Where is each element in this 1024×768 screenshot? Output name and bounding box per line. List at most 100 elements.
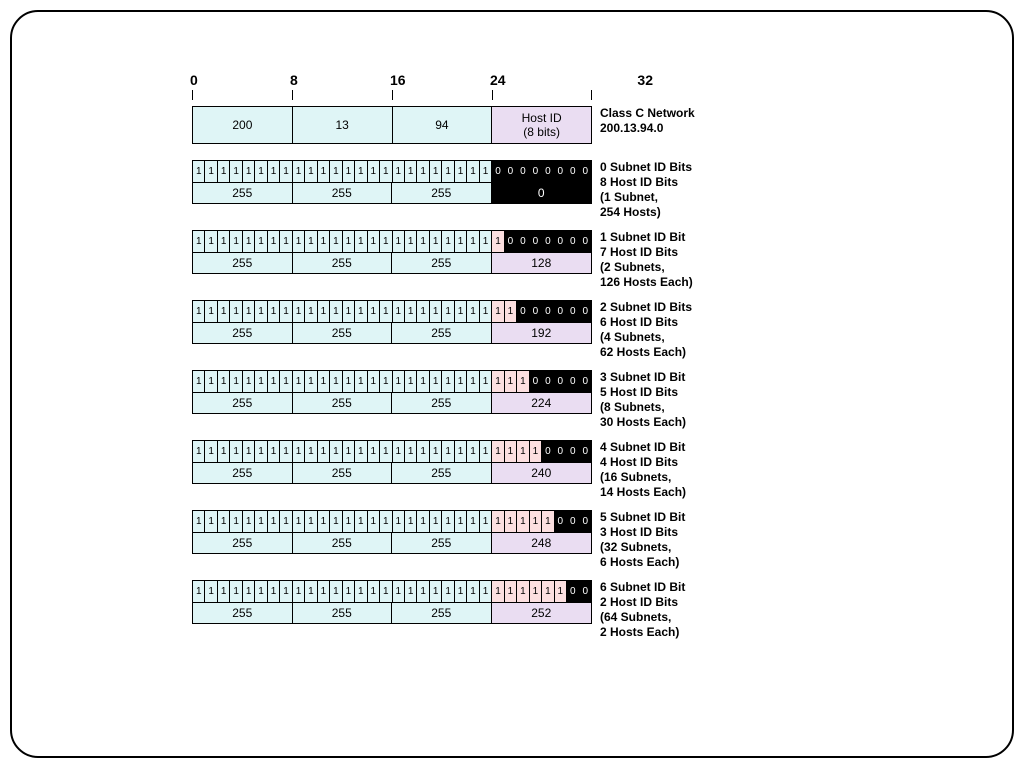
octet-value: 192 xyxy=(492,323,592,343)
mask-label: 0 Subnet ID Bits8 Host ID Bits(1 Subnet,… xyxy=(600,160,880,220)
bit-cell: 1 xyxy=(218,581,230,602)
mask-bits-box: 1111111111111111111111111100000025525525… xyxy=(192,300,592,344)
bit-cell: 1 xyxy=(255,581,267,602)
bits-row: 11111111111111111111111111110000 xyxy=(193,441,591,462)
header-label-line: 200.13.94.0 xyxy=(600,121,880,136)
bit-cell: 0 xyxy=(567,301,579,322)
scale-tick-mark xyxy=(192,90,193,100)
bit-cell: 1 xyxy=(430,581,442,602)
mask-label-line: 6 Host ID Bits xyxy=(600,315,880,330)
bit-cell: 1 xyxy=(405,161,417,182)
bit-cell: 1 xyxy=(255,511,267,532)
bit-cell: 1 xyxy=(368,441,380,462)
bit-cell: 1 xyxy=(417,511,429,532)
mask-label: 3 Subnet ID Bit5 Host ID Bits(8 Subnets,… xyxy=(600,370,880,430)
bits-row: 11111111111111111111111111100000 xyxy=(193,371,591,392)
scale-tick-mark xyxy=(292,90,293,100)
bit-cell: 1 xyxy=(455,581,467,602)
mask-label-line: 5 Host ID Bits xyxy=(600,385,880,400)
octet-value: 255 xyxy=(293,393,393,413)
bit-cell: 1 xyxy=(430,511,442,532)
bit-cell: 1 xyxy=(280,301,292,322)
bit-cell: 1 xyxy=(467,161,479,182)
mask-label-line: 2 Hosts Each) xyxy=(600,625,880,640)
bit-cell: 1 xyxy=(318,301,330,322)
mask-label-line: 62 Hosts Each) xyxy=(600,345,880,360)
bit-cell: 1 xyxy=(293,441,305,462)
bit-cell: 1 xyxy=(492,301,504,322)
mask-label-line: 126 Hosts Each) xyxy=(600,275,880,290)
octet-value: 255 xyxy=(293,463,393,483)
bit-cell: 1 xyxy=(455,231,467,252)
bit-scale: 08162432 xyxy=(192,72,592,100)
bit-cell: 1 xyxy=(430,371,442,392)
bit-cell: 1 xyxy=(330,511,342,532)
mask-bits-box: 1111111111111111111111111111110025525525… xyxy=(192,580,592,624)
scale-tick-mark xyxy=(591,90,592,100)
bit-cell: 1 xyxy=(380,231,392,252)
bit-cell: 1 xyxy=(380,301,392,322)
mask-label: 1 Subnet ID Bit7 Host ID Bits(2 Subnets,… xyxy=(600,230,880,290)
bit-cell: 1 xyxy=(305,301,317,322)
mask-label-line: (4 Subnets, xyxy=(600,330,880,345)
bit-cell: 1 xyxy=(243,231,255,252)
bit-cell: 0 xyxy=(505,161,517,182)
octets-row: 255255255192 xyxy=(193,322,591,343)
scale-tick-mark xyxy=(492,90,493,100)
bit-cell: 1 xyxy=(343,441,355,462)
mask-row: 1111111111111111111111111111110025525525… xyxy=(192,580,912,638)
bit-cell: 1 xyxy=(343,511,355,532)
bit-cell: 1 xyxy=(305,161,317,182)
bit-cell: 0 xyxy=(567,581,579,602)
octet-value: 255 xyxy=(193,603,293,623)
bit-cell: 0 xyxy=(517,231,529,252)
bit-cell: 1 xyxy=(205,441,217,462)
bit-cell: 1 xyxy=(368,371,380,392)
bit-cell: 1 xyxy=(480,371,492,392)
mask-label-line: (2 Subnets, xyxy=(600,260,880,275)
bit-cell: 1 xyxy=(380,441,392,462)
bit-cell: 0 xyxy=(517,301,529,322)
bit-cell: 1 xyxy=(368,301,380,322)
bit-cell: 1 xyxy=(442,301,454,322)
bit-cell: 1 xyxy=(405,441,417,462)
bit-cell: 1 xyxy=(230,371,242,392)
bit-cell: 1 xyxy=(293,371,305,392)
mask-bits-box: 1111111111111111111111111110000025525525… xyxy=(192,370,592,414)
bit-cell: 1 xyxy=(330,371,342,392)
bit-cell: 1 xyxy=(268,231,280,252)
octet-value: 255 xyxy=(293,533,393,553)
header-cell: 200 xyxy=(193,107,293,144)
bit-cell: 1 xyxy=(480,231,492,252)
bit-cell: 1 xyxy=(205,371,217,392)
mask-label-line: 7 Host ID Bits xyxy=(600,245,880,260)
bit-cell: 1 xyxy=(343,161,355,182)
bit-cell: 1 xyxy=(318,231,330,252)
octet-value: 255 xyxy=(392,393,492,413)
bit-cell: 1 xyxy=(492,441,504,462)
octet-value: 255 xyxy=(392,533,492,553)
octets-row: 255255255248 xyxy=(193,532,591,553)
bit-cell: 1 xyxy=(393,161,405,182)
bit-cell: 0 xyxy=(567,231,579,252)
bit-cell: 1 xyxy=(393,511,405,532)
bit-cell: 1 xyxy=(480,441,492,462)
bit-cell: 1 xyxy=(205,301,217,322)
mask-label: 4 Subnet ID Bit4 Host ID Bits(16 Subnets… xyxy=(600,440,880,500)
mask-label-line: (8 Subnets, xyxy=(600,400,880,415)
bit-cell: 1 xyxy=(243,301,255,322)
bit-cell: 1 xyxy=(230,161,242,182)
bit-cell: 1 xyxy=(330,161,342,182)
bit-cell: 1 xyxy=(480,511,492,532)
octet-value: 252 xyxy=(492,603,592,623)
bit-cell: 0 xyxy=(555,231,567,252)
octets-row: 255255255224 xyxy=(193,392,591,413)
octets-row: 255255255240 xyxy=(193,462,591,483)
bit-cell: 1 xyxy=(268,161,280,182)
bit-cell: 1 xyxy=(368,161,380,182)
mask-label-line: 30 Hosts Each) xyxy=(600,415,880,430)
bit-cell: 0 xyxy=(580,371,591,392)
bit-cell: 1 xyxy=(280,441,292,462)
bit-cell: 1 xyxy=(255,441,267,462)
bit-cell: 1 xyxy=(293,581,305,602)
